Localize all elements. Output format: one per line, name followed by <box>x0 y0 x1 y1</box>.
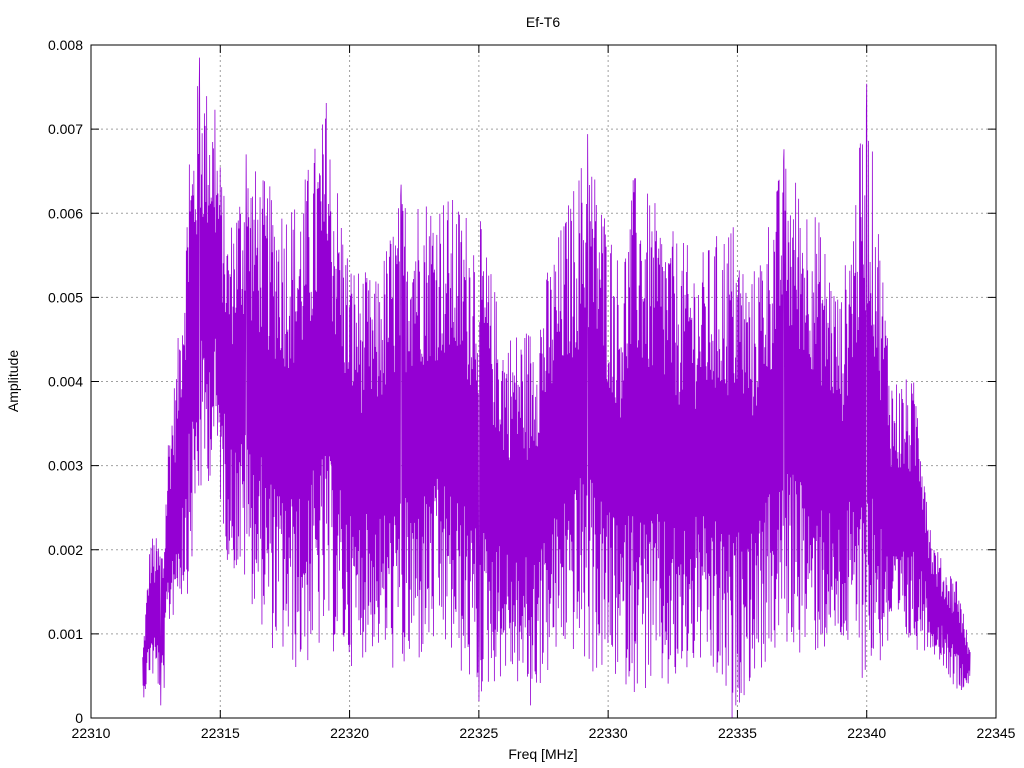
x-tick-label: 22340 <box>847 725 886 741</box>
y-axis-label: Amplitude <box>5 350 21 412</box>
chart-title: Ef-T6 <box>526 14 560 30</box>
tick-labels: 22310 22315 22320 22325 22330 22335 22340 22345… <box>48 37 1016 741</box>
y-tick-label: 0.001 <box>48 626 83 642</box>
x-tick-label: 22335 <box>718 725 757 741</box>
y-tick-label: 0.003 <box>48 458 83 474</box>
y-tick-label: 0.002 <box>48 542 83 558</box>
series-layer <box>142 57 971 719</box>
x-tick-label: 22330 <box>589 725 628 741</box>
x-tick-label: 22345 <box>977 725 1016 741</box>
y-tick-label: 0 <box>75 710 83 726</box>
x-axis-label: Freq [MHz] <box>508 746 577 762</box>
y-tick-label: 0.006 <box>48 205 83 221</box>
x-tick-label: 22325 <box>459 725 498 741</box>
x-tick-label: 22320 <box>330 725 369 741</box>
y-tick-label: 0.005 <box>48 289 83 305</box>
y-tick-label: 0.004 <box>48 374 83 390</box>
y-tick-label: 0.007 <box>48 121 83 137</box>
tick-marks <box>90 44 997 719</box>
y-tick-label: 0.008 <box>48 37 83 53</box>
amplitude-series-line <box>142 57 971 719</box>
x-tick-label: 22310 <box>72 725 111 741</box>
x-tick-label: 22315 <box>201 725 240 741</box>
